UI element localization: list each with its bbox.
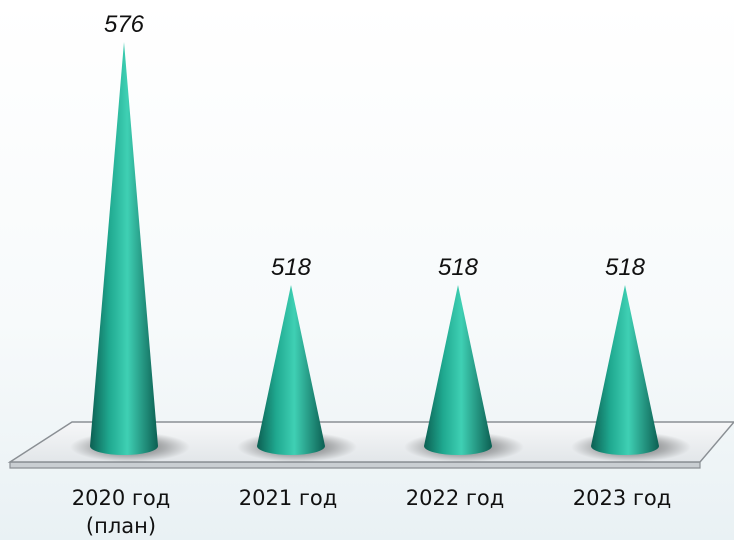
data-label: 576 — [104, 11, 145, 38]
floor-top-surface — [7, 421, 734, 463]
cones — [90, 42, 659, 455]
cone-bar — [257, 285, 325, 455]
value-labels: 576 518 518 518 — [104, 11, 646, 281]
category-tick-label: 2023 год — [573, 486, 672, 510]
data-label: 518 — [271, 254, 312, 281]
category-labels: 2020 год (план) 2021 год 2022 год 2023 год — [72, 486, 672, 538]
cone-bar — [424, 285, 492, 455]
category-tick-label: 2022 год — [406, 486, 505, 510]
chart-floor — [7, 421, 734, 469]
floor-front-edge — [9, 461, 701, 469]
data-label: 518 — [605, 254, 646, 281]
cone-bar — [90, 42, 158, 455]
data-label: 518 — [438, 254, 479, 281]
category-tick-label: 2020 год (план) — [72, 486, 171, 538]
cone-bar — [591, 285, 659, 455]
category-tick-label: 2021 год — [239, 486, 338, 510]
